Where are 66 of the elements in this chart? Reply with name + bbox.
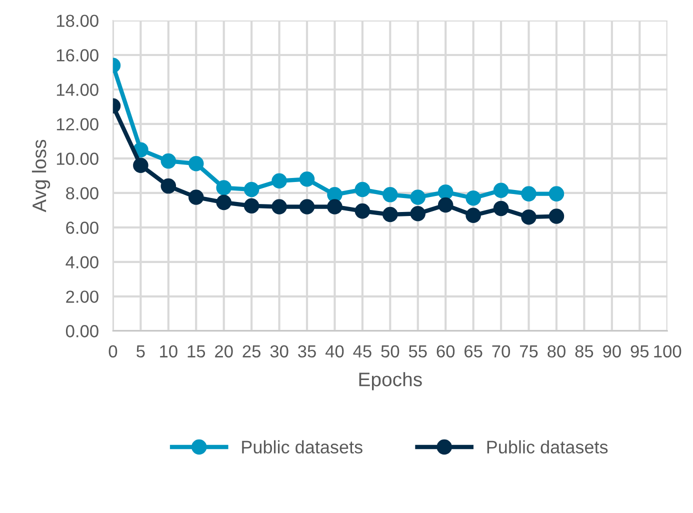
y-tick-label: 16.00 <box>56 49 98 62</box>
point <box>548 208 564 224</box>
y-tick-label: 0.00 <box>66 325 98 338</box>
y-tick-label: 2.00 <box>66 290 98 303</box>
x-tick-label: 70 <box>492 345 510 358</box>
point <box>299 172 315 187</box>
x-tick-label: 90 <box>603 345 621 358</box>
point <box>272 199 287 214</box>
x-tick-label: 75 <box>520 345 538 358</box>
x-tick-label: 30 <box>270 345 288 358</box>
point <box>354 182 370 198</box>
point <box>133 158 148 173</box>
point <box>299 199 315 214</box>
y-tick-label: 10.00 <box>56 152 98 165</box>
legend-label: Public datasets <box>487 440 608 454</box>
point <box>160 153 176 169</box>
point <box>438 197 454 213</box>
x-tick-label: 65 <box>464 345 482 358</box>
point <box>382 206 398 222</box>
y-tick-label: 12.00 <box>56 118 98 130</box>
point <box>466 208 481 223</box>
x-axis-title: Epochs <box>359 372 422 390</box>
point <box>466 190 481 206</box>
x-tick-label: 95 <box>630 345 649 358</box>
x-tick-label: 35 <box>298 345 316 358</box>
y-tick-label: 8.00 <box>66 187 98 200</box>
point <box>493 200 509 216</box>
point <box>216 180 232 196</box>
y-tick-label: 18.00 <box>56 14 98 27</box>
point <box>244 182 260 198</box>
x-tick-label: 0 <box>108 345 118 358</box>
x-tick-label: 60 <box>436 345 455 358</box>
y-tick-label: 6.00 <box>66 222 98 234</box>
point <box>188 156 204 172</box>
x-tick-label: 45 <box>353 345 372 358</box>
point <box>327 199 342 214</box>
point <box>327 187 342 202</box>
x-tick-label: 55 <box>408 345 427 358</box>
point <box>160 178 176 194</box>
x-tick-label: 80 <box>548 345 566 358</box>
point <box>382 187 398 202</box>
point <box>438 184 454 200</box>
point <box>521 186 536 202</box>
point <box>244 198 260 214</box>
point <box>354 203 370 219</box>
y-axis-title: Avg loss <box>32 140 50 212</box>
y-tick-label: 14.00 <box>56 84 98 96</box>
x-tick-label: 40 <box>325 345 344 358</box>
x-tick-label: 5 <box>136 345 145 358</box>
legend-label: Public datasets <box>242 440 362 454</box>
x-tick-label: 10 <box>160 345 178 358</box>
x-tick-label: 85 <box>575 345 594 358</box>
x-tick-label: 15 <box>188 345 206 358</box>
x-tick-label: 20 <box>215 345 233 358</box>
point <box>410 206 426 222</box>
point <box>521 209 536 225</box>
point <box>188 190 204 205</box>
point <box>548 186 564 202</box>
point <box>493 182 509 198</box>
x-tick-label: 25 <box>242 345 260 358</box>
y-tick-label: 4.00 <box>66 256 98 268</box>
point <box>410 190 426 205</box>
x-tick-label: 100 <box>654 345 682 358</box>
point <box>272 173 287 189</box>
x-tick-label: 50 <box>381 345 400 358</box>
point <box>216 194 232 210</box>
